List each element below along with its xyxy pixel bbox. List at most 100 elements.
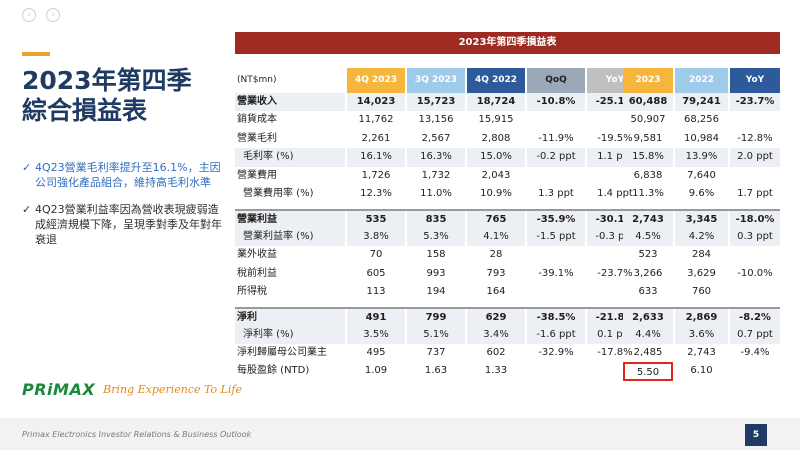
table-cell: -32.9% bbox=[538, 347, 574, 359]
table-cell: 11,762 bbox=[358, 114, 394, 126]
table-cell: -1.6 ppt bbox=[527, 325, 585, 345]
table-cell: 70 bbox=[369, 249, 383, 261]
table-cell: 523 bbox=[638, 249, 658, 261]
table-cell: -11.9% bbox=[538, 132, 574, 144]
table-title: 2023年第四季損益表 bbox=[235, 32, 780, 54]
table-cell: 1.09 bbox=[364, 365, 388, 377]
table-cell: -12.8% bbox=[737, 132, 773, 144]
bullet-list: ✓ 4Q23營業毛利率提升至16.1%，主因公司強化產品組合，維持高毛利水準 ✓… bbox=[22, 160, 222, 259]
table-cell: 3.6% bbox=[675, 325, 728, 345]
table-cell bbox=[730, 167, 780, 185]
table-cell: 1.4 ppt bbox=[597, 187, 633, 199]
footer: Primax Electronics Investor Relations & … bbox=[0, 418, 800, 450]
row-label: 業外收益 bbox=[237, 249, 277, 261]
table-cell: 50,907 bbox=[630, 114, 666, 126]
bullet-item: ✓ 4Q23營業利益率因為營收表現疲弱造成經濟規模下降，呈現季對季及年對年衰退 bbox=[22, 202, 222, 247]
table-cell: 4.1% bbox=[467, 227, 525, 247]
table-cell: 6.10 bbox=[690, 365, 713, 377]
logo-wordmark: PRiMAX bbox=[22, 380, 96, 399]
table-cell: 1.3 ppt bbox=[538, 187, 574, 199]
table-cell: 60,488 bbox=[623, 93, 673, 112]
table-cell: 2,633 bbox=[623, 309, 673, 326]
table-row: 銷貨成本 11,762 13,156 15,915 50,907 68,256 bbox=[235, 111, 780, 129]
table-cell: 0.7 ppt bbox=[730, 325, 780, 345]
table-cell: 0.3 ppt bbox=[730, 227, 780, 247]
col-header-4q2023: 4Q 2023 bbox=[347, 68, 405, 93]
row-label: 銷貨成本 bbox=[237, 114, 277, 126]
prev-slide-icon[interactable]: ‹ bbox=[22, 8, 36, 22]
table-cell: 194 bbox=[426, 285, 446, 297]
table-row: 營業毛利 2,261 2,567 2,808 -11.9% -19.5% 9,581 10,9… bbox=[235, 130, 780, 148]
row-label: 淨利歸屬母公司業主 bbox=[237, 347, 327, 359]
table-header-row: (NT$mn) 4Q 2023 3Q 2023 4Q 2022 QoQ YoY … bbox=[235, 68, 780, 93]
table-row: 所得稅 113 194 164 633 760 bbox=[235, 283, 780, 301]
table-cell: 3,629 bbox=[687, 267, 716, 279]
table-cell: 765 bbox=[467, 211, 525, 228]
col-header-qoq: QoQ bbox=[527, 68, 585, 93]
table-cell bbox=[730, 111, 780, 129]
table-cell: -23.7% bbox=[730, 93, 780, 112]
table-cell: 3.8% bbox=[347, 227, 405, 247]
table-cell: 6,838 bbox=[633, 169, 663, 181]
table-cell: 605 bbox=[366, 267, 386, 279]
table-cell: 7,640 bbox=[687, 169, 716, 181]
table-cell: 3,266 bbox=[633, 267, 663, 279]
table-cell: 16.3% bbox=[407, 148, 465, 167]
table-cell: 68,256 bbox=[684, 114, 719, 126]
table-cell: 15.8% bbox=[623, 148, 673, 167]
row-label: 營業毛利 bbox=[237, 132, 277, 144]
table-cell: 633 bbox=[638, 285, 658, 297]
table-cell: -17.8% bbox=[597, 347, 633, 359]
bullet-text: 4Q23營業毛利率提升至16.1%，主因公司強化產品組合，維持高毛利水準 bbox=[35, 161, 221, 189]
next-slide-icon[interactable]: › bbox=[46, 8, 60, 22]
col-header-2023: 2023 bbox=[623, 68, 673, 93]
table-cell: 2,869 bbox=[675, 309, 728, 326]
table-row: 淨利歸屬母公司業主 495 737 602 -32.9% -17.8% 2,485 2,743… bbox=[235, 344, 780, 362]
table-cell: 2,567 bbox=[421, 132, 451, 144]
table-cell: 10,984 bbox=[684, 132, 719, 144]
table-cell: 799 bbox=[407, 309, 465, 326]
table-cell: 15,723 bbox=[407, 93, 465, 112]
table-cell: 602 bbox=[486, 347, 506, 359]
table-row: 毛利率 (%) 16.1% 16.3% 15.0% -0.2 ppt 1.1 ppt 15.… bbox=[235, 148, 780, 167]
col-header-4q2022: 4Q 2022 bbox=[467, 68, 525, 93]
table-cell bbox=[527, 167, 585, 185]
table-cell: 760 bbox=[691, 285, 712, 297]
table-row: 業外收益 70 158 28 523 284 bbox=[235, 246, 780, 264]
table-cell: 2,743 bbox=[623, 211, 673, 228]
table-cell: -19.5% bbox=[597, 132, 633, 144]
col-header-3q2023: 3Q 2023 bbox=[407, 68, 465, 93]
table-cell: -39.1% bbox=[538, 267, 574, 279]
table-cell: 15.0% bbox=[467, 148, 525, 167]
row-label: 稅前利益 bbox=[237, 267, 277, 279]
checkmark-icon: ✓ bbox=[22, 203, 32, 216]
title-accent-bar bbox=[22, 52, 50, 56]
table-cell: 15,915 bbox=[478, 114, 514, 126]
table-cell: 3.4% bbox=[467, 325, 525, 345]
table-cell: 13.9% bbox=[675, 148, 728, 167]
table-cell: 158 bbox=[426, 249, 446, 261]
unit-label: (NT$mn) bbox=[237, 75, 277, 85]
table-row: 稅前利益 605 993 793 -39.1% -23.7% 3,266 3,629 -10.0… bbox=[235, 265, 780, 283]
table-cell: 4.4% bbox=[623, 325, 673, 345]
table-cell: 737 bbox=[426, 347, 446, 359]
table-cell: 11.3% bbox=[632, 187, 664, 199]
table-cell: -18.0% bbox=[730, 211, 780, 228]
slide-nav: ‹ › bbox=[22, 8, 60, 22]
table-row: 營業利益 535 835 765 -35.9% -30.1% 2,743 3,345 -18.0… bbox=[235, 209, 780, 228]
table-cell: 2,808 bbox=[481, 132, 511, 144]
table-cell: 5.3% bbox=[407, 227, 465, 247]
table-cell: -10.8% bbox=[527, 93, 585, 112]
table-cell: 2,043 bbox=[481, 169, 511, 181]
table-cell: 2.0 ppt bbox=[730, 148, 780, 167]
table-cell bbox=[730, 246, 780, 264]
income-statement-table: (NT$mn) 4Q 2023 3Q 2023 4Q 2022 QoQ YoY … bbox=[235, 68, 780, 381]
table-cell: 1.33 bbox=[484, 365, 508, 377]
footer-text: Primax Electronics Investor Relations & … bbox=[22, 430, 252, 439]
table-cell: 3,345 bbox=[675, 211, 728, 228]
row-label: 營業利益率 (%) bbox=[235, 227, 345, 247]
row-label: 毛利率 (%) bbox=[235, 148, 345, 167]
table-cell: 284 bbox=[691, 249, 712, 261]
table-cell: 5.1% bbox=[407, 325, 465, 345]
table-cell bbox=[527, 362, 585, 380]
